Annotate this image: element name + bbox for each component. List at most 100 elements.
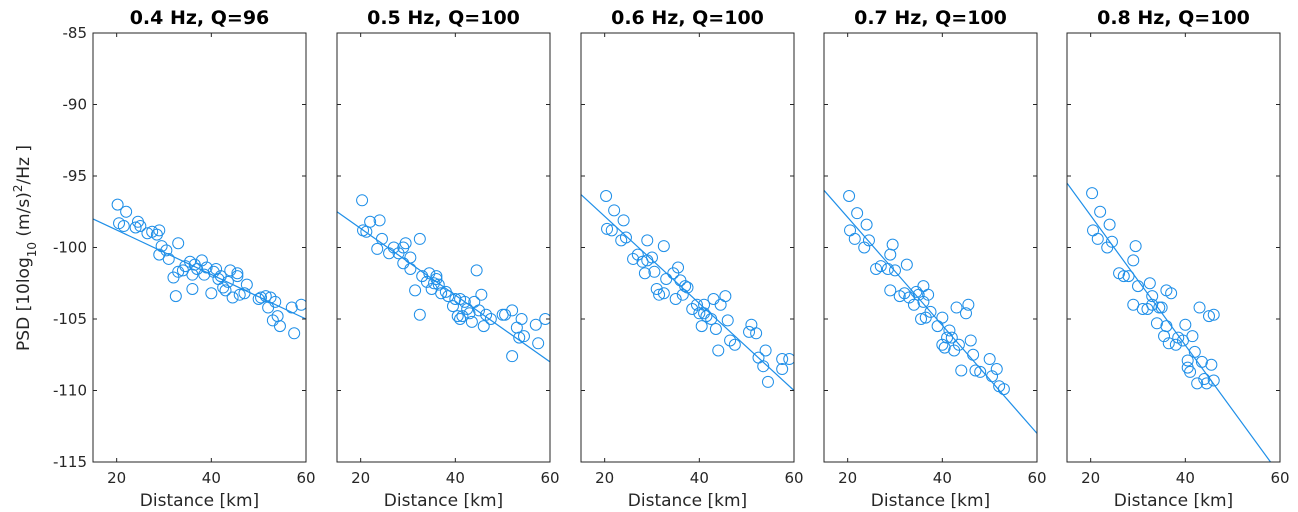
data-point [844,224,857,237]
data-point [917,280,930,293]
data-point [886,238,899,251]
x-tick-label: 60 [296,469,315,487]
data-point [631,248,644,261]
data-point [432,278,445,291]
data-point [111,198,124,211]
data-point [288,327,301,340]
data-point [465,315,478,328]
data-point [858,241,871,254]
panel-title: 0.8 Hz, Q=100 [1097,7,1250,29]
y-tick-label: -105 [53,310,87,328]
data-point [848,232,861,245]
data-point [1132,280,1144,293]
data-point [1179,318,1192,331]
data-point [721,314,734,327]
data-point [917,295,930,308]
y-tick-label: -85 [63,24,88,42]
data-point [617,214,630,227]
data-point [627,252,640,265]
data-point [783,353,794,366]
data-point [231,270,244,283]
data-point [1181,361,1194,374]
data-point [641,234,654,247]
y-axis-label-superscript: 2 [11,185,25,193]
x-axis-label: Distance [km] [1114,491,1233,511]
data-point [1129,240,1142,253]
data-point [371,242,384,255]
data-point [698,298,711,311]
data-point [851,207,864,220]
data-point [941,331,954,344]
x-axis-label: Distance [km] [384,491,503,511]
data-point [1181,354,1194,367]
y-tick-label: -110 [53,382,87,400]
plot-area [581,190,794,391]
data-point [273,320,286,333]
data-point [719,290,732,303]
x-tick-label: 60 [784,469,803,487]
data-point [881,262,894,275]
data-point [162,252,175,265]
y-tick-label: -95 [63,167,88,185]
data-point [153,224,166,237]
x-tick-label: 20 [838,469,857,487]
x-tick-label: 20 [107,469,126,487]
data-point [404,262,417,275]
data-point [676,288,689,301]
plot-area [337,194,550,363]
data-point [761,375,774,388]
y-axis-label-mid: (m/s) [14,192,34,242]
data-point [477,320,490,333]
x-axis-label: Distance [km] [871,491,990,511]
data-point [1091,232,1104,245]
data-point [964,334,977,347]
data-point [1103,218,1116,231]
data-point [169,290,182,303]
x-tick-label: 40 [933,469,952,487]
data-point [269,295,282,308]
data-point [219,284,232,297]
data-point [600,190,613,203]
data-point [884,248,897,261]
fit-line [824,189,1037,434]
panel-title: 0.4 Hz, Q=96 [130,7,270,29]
x-axis-label: Distance [km] [628,491,747,511]
data-point [409,284,422,297]
fit-line [1067,182,1272,462]
data-point [224,264,237,277]
data-point [936,311,949,324]
data-point [1165,287,1178,300]
data-point [709,323,722,336]
data-point [404,251,417,264]
data-point [364,215,377,228]
data-point [1143,277,1156,290]
x-tick-label: 60 [1027,469,1046,487]
data-point [463,307,476,320]
data-point [413,308,426,321]
data-point [420,275,433,288]
axes-frame [92,32,307,463]
data-point [255,291,268,304]
data-point [155,240,168,253]
data-point [862,234,875,247]
x-tick-label: 60 [540,469,559,487]
data-point [179,260,192,273]
data-point [776,353,789,366]
data-point [843,190,856,203]
data-point [712,344,725,357]
data-point [660,272,673,285]
data-point [399,237,412,250]
data-point [539,313,550,325]
data-point [750,327,763,340]
data-point [915,313,928,325]
data-point [517,330,530,343]
data-point [231,267,244,280]
data-point [619,231,632,244]
x-tick-label: 40 [446,469,465,487]
data-point [900,258,913,271]
data-point [226,291,239,304]
data-point [1122,270,1135,283]
data-point [413,232,426,245]
data-point [1207,308,1220,321]
data-point [1193,301,1206,314]
